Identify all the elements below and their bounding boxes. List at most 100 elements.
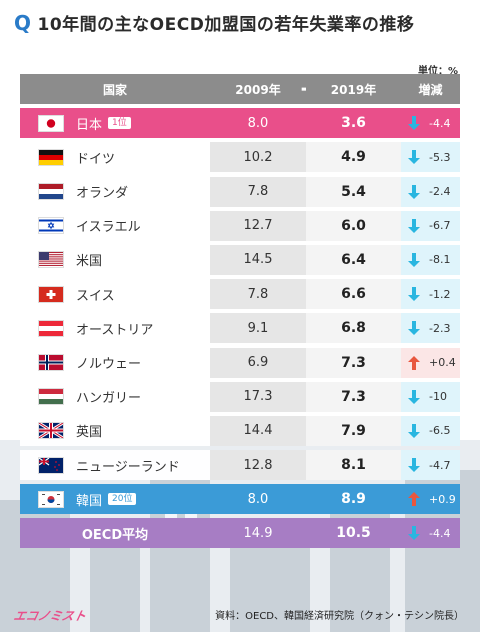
flag-de-icon [38,148,64,166]
header-change: 増減 [401,74,460,104]
country-name: 日本 [76,117,103,133]
question-marker: Q [14,11,32,35]
arrow-down-icon [407,218,421,233]
country-name: 韓国 [76,493,103,509]
country-cell: ニュージーランド [20,450,210,481]
change-cell: -5.3 [401,142,460,173]
flag-il-icon [38,217,64,235]
value-2019: 8.1 [306,450,401,481]
value-2019: 6.4 [306,244,401,275]
arrow-down-icon [407,526,421,541]
change-cell: +0.9 [401,484,460,515]
change-cell: -4.7 [401,450,460,481]
table-row: 英国 14.4 7.9 -6.5 [20,415,460,446]
change-cell: -2.4 [401,176,460,207]
header-2019: 2019年 [306,74,401,104]
value-2019: 3.6 [306,108,401,139]
country-cell: イスラエル [20,210,210,241]
change-value: -4.4 [429,116,451,130]
value-2009: 14.5 [210,244,306,275]
table-row: 日本 1位 8.0 3.6 -4.4 [20,108,460,139]
table-row: ニュージーランド 12.8 8.1 -4.7 [20,450,460,481]
change-value: -4.7 [429,458,451,472]
change-value: -6.7 [429,219,451,233]
country-cell: 韓国 20位 [20,484,210,515]
change-cell: -4.4 [401,108,460,139]
value-2019: 10.5 [306,518,401,549]
change-cell: -8.1 [401,244,460,275]
table-row: ドイツ 10.2 4.9 -5.3 [20,142,460,173]
arrow-down-icon [407,423,421,438]
flag-jp-icon [38,114,64,132]
header-country: 国家 [20,74,210,104]
country-cell: オーストリア [20,313,210,344]
country-name: ニュージーランド [76,459,180,475]
value-2009: 12.8 [210,450,306,481]
change-value: -2.4 [429,185,451,199]
country-name: イスラエル [76,220,141,236]
country-name: OECD平均 [81,527,149,543]
country-name: ハンガリー [76,391,142,407]
rank-badge: 20位 [108,493,137,506]
value-2009: 14.9 [210,518,306,549]
value-2019: 4.9 [306,142,401,173]
value-2019: 6.0 [306,210,401,241]
flag-nz-icon [38,456,64,474]
table-row: ハンガリー 17.3 7.3 -10 [20,381,460,412]
flag-nl-icon [38,183,64,201]
country-cell: ハンガリー [20,381,210,412]
change-cell: -10 [401,381,460,412]
flag-no-icon [38,354,64,371]
value-2009: 12.7 [210,210,306,241]
unit-label: 単位：% [417,66,458,77]
unemployment-table: 国家 2009年 ➡ 2019年 増減 日本1位8.03.6-4.4ドイツ10.… [20,74,460,553]
value-2009: 14.4 [210,415,306,446]
table-row: オランダ 7.8 5.4 -2.4 [20,176,460,207]
value-2009: 7.8 [210,279,306,310]
arrow-down-icon [407,252,421,267]
change-value: +0.9 [429,492,456,506]
source-note: 資料：OECD、韓国経済研究院（クォン・テシン院長） [215,611,464,622]
value-2019: 6.8 [306,313,401,344]
country-cell: スイス [20,279,210,310]
table-row: 韓国 20位 8.0 8.9 +0.9 [20,484,460,515]
flag-us-icon [38,251,64,269]
country-name: 英国 [76,425,103,441]
flag-gb-icon [38,422,64,440]
value-2019: 5.4 [306,176,401,207]
value-2009: 10.2 [210,142,306,173]
change-value: -5.3 [429,150,451,164]
value-2019: 7.3 [306,381,401,412]
change-value: -4.4 [429,526,451,540]
value-2019: 7.9 [306,415,401,446]
arrow-down-icon [407,389,421,404]
value-2009: 9.1 [210,313,306,344]
table-row: OECD平均 14.9 10.5 -4.4 [20,518,460,549]
value-2009: 8.0 [210,484,306,515]
change-cell: -6.5 [401,415,460,446]
value-2009: 6.9 [210,347,306,378]
change-value: +0.4 [429,356,456,369]
change-cell: -2.3 [401,313,460,344]
country-name: 米国 [76,254,103,270]
flag-kr-icon [38,490,64,508]
change-cell: -4.4 [401,518,460,549]
country-name: オーストリア [76,322,154,338]
table-row: 米国 14.5 6.4 -8.1 [20,244,460,275]
country-cell: ドイツ [20,142,210,173]
country-cell: 日本 1位 [20,108,210,139]
value-2009: 17.3 [210,381,306,412]
arrow-down-icon [407,184,421,199]
title-text: 10年間の主なOECD加盟国の若年失業率の推移 [37,15,415,35]
table-row: オーストリア 9.1 6.8 -2.3 [20,313,460,344]
flag-ch-icon [38,285,64,303]
value-2019: 6.6 [306,279,401,310]
table-row: ノルウェー 6.9 7.3 +0.4 [20,347,460,378]
page-title: Q 10年間の主なOECD加盟国の若年失業率の推移 [14,10,414,35]
country-cell: オランダ [20,176,210,207]
country-cell: OECD平均 [20,518,210,549]
change-value: -1.2 [429,287,451,301]
arrow-down-icon [407,321,421,336]
country-name: ドイツ [76,151,116,167]
change-cell: -6.7 [401,210,460,241]
